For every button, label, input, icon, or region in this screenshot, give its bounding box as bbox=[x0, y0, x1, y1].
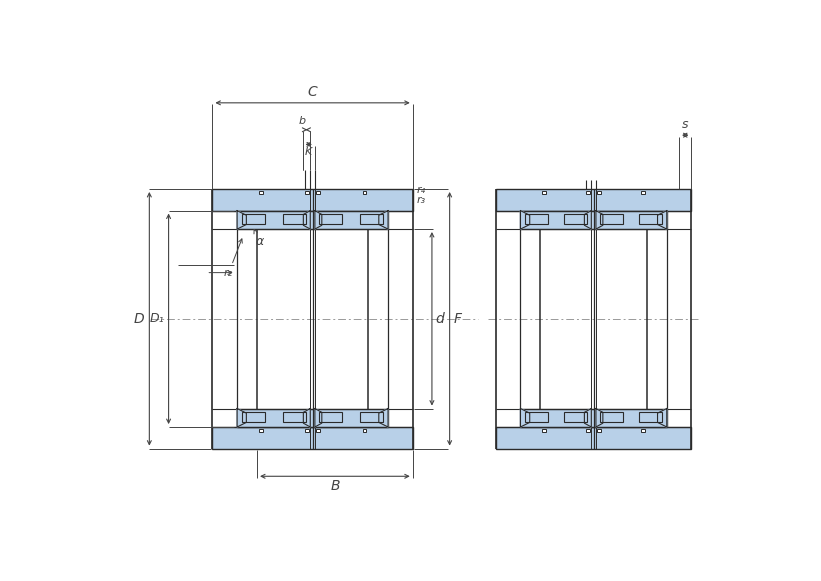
Bar bbox=[639, 214, 663, 224]
Bar bbox=[542, 191, 546, 195]
Bar bbox=[241, 413, 265, 422]
Bar bbox=[641, 191, 645, 195]
Bar bbox=[305, 191, 309, 195]
Bar bbox=[259, 429, 263, 432]
Bar bbox=[586, 429, 589, 432]
Bar bbox=[542, 429, 546, 432]
Polygon shape bbox=[521, 211, 530, 229]
Bar bbox=[521, 211, 667, 229]
Text: D₁: D₁ bbox=[150, 313, 165, 325]
Bar bbox=[363, 429, 366, 432]
Bar bbox=[496, 427, 691, 449]
Polygon shape bbox=[585, 211, 591, 229]
Bar bbox=[540, 229, 647, 408]
Text: C: C bbox=[308, 85, 318, 99]
Bar bbox=[283, 413, 306, 422]
Bar bbox=[316, 191, 320, 195]
Bar bbox=[564, 413, 588, 422]
Bar bbox=[600, 214, 623, 224]
Text: B: B bbox=[330, 479, 340, 493]
Bar bbox=[363, 191, 366, 195]
Polygon shape bbox=[521, 408, 530, 427]
Bar bbox=[283, 214, 306, 224]
Bar bbox=[525, 214, 548, 224]
Bar bbox=[521, 408, 667, 427]
Polygon shape bbox=[378, 211, 388, 229]
Polygon shape bbox=[315, 408, 322, 427]
Text: s: s bbox=[682, 119, 689, 131]
Text: F: F bbox=[453, 312, 461, 326]
Bar bbox=[598, 191, 601, 195]
Bar bbox=[598, 429, 601, 432]
Bar bbox=[600, 413, 623, 422]
Bar bbox=[237, 211, 388, 229]
Text: r₂: r₂ bbox=[224, 239, 242, 278]
Text: b: b bbox=[298, 116, 305, 126]
Polygon shape bbox=[596, 211, 603, 229]
Polygon shape bbox=[303, 408, 310, 427]
Polygon shape bbox=[658, 408, 667, 427]
Polygon shape bbox=[237, 211, 246, 229]
Polygon shape bbox=[585, 408, 591, 427]
Polygon shape bbox=[303, 211, 310, 229]
Bar bbox=[564, 214, 588, 224]
Text: r₃: r₃ bbox=[416, 195, 425, 205]
Bar bbox=[639, 413, 663, 422]
Polygon shape bbox=[315, 211, 322, 229]
Polygon shape bbox=[237, 408, 246, 427]
Bar bbox=[319, 413, 342, 422]
Bar bbox=[641, 429, 645, 432]
Polygon shape bbox=[378, 408, 388, 427]
Bar bbox=[586, 191, 589, 195]
Bar bbox=[257, 229, 368, 408]
Bar bbox=[319, 214, 342, 224]
Bar bbox=[259, 191, 263, 195]
Bar bbox=[360, 214, 383, 224]
Text: K: K bbox=[305, 147, 312, 157]
Bar bbox=[525, 413, 548, 422]
Bar bbox=[213, 427, 413, 449]
Polygon shape bbox=[658, 211, 667, 229]
Text: D: D bbox=[134, 312, 144, 326]
Bar bbox=[316, 429, 320, 432]
Bar bbox=[213, 189, 413, 211]
Bar bbox=[237, 408, 388, 427]
Text: d: d bbox=[436, 312, 444, 326]
Bar bbox=[241, 214, 265, 224]
Text: α: α bbox=[254, 229, 264, 248]
Bar bbox=[496, 189, 691, 211]
Bar bbox=[360, 413, 383, 422]
Bar bbox=[305, 429, 309, 432]
Text: r₄: r₄ bbox=[416, 185, 425, 195]
Polygon shape bbox=[596, 408, 603, 427]
